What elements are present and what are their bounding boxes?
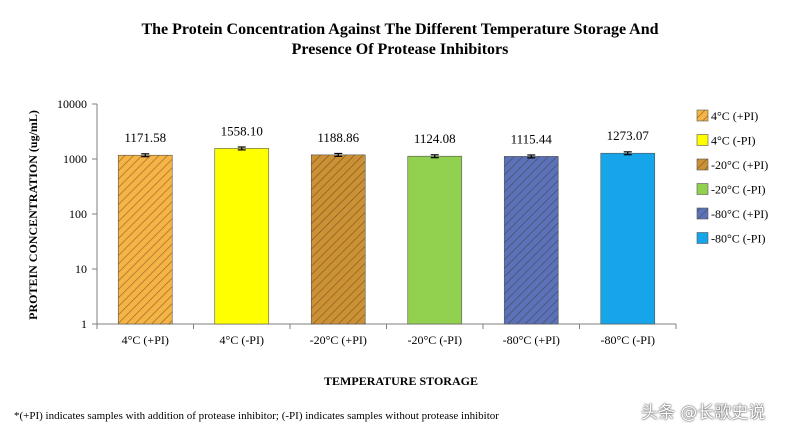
data-label: 1558.10 xyxy=(221,123,263,138)
legend-swatch xyxy=(696,134,709,146)
y-axis-label: PROTEIN CONCENTRATION (ug/mL) xyxy=(26,110,40,320)
legend-item: -80°C (-PI) xyxy=(696,232,765,246)
legend-item: 4°C (+PI) xyxy=(696,109,758,123)
data-label: 1273.07 xyxy=(607,128,650,143)
legend: 4°C (+PI) 4°C (-PI) -20°C (+PI) -20°C (-PI)… xyxy=(696,109,768,246)
error-bar xyxy=(237,146,246,151)
chart-title: The Protein Concentration Against The Di… xyxy=(0,20,800,60)
y-tick-label: 10000 xyxy=(57,97,87,111)
data-label: 1115.44 xyxy=(511,131,553,146)
error-bar xyxy=(623,151,632,156)
error-bar xyxy=(334,152,343,157)
legend-item: -20°C (+PI) xyxy=(696,158,768,172)
plot-area: 1 10 100 1000 10000 1171.58 4°C (+PI) 1558.10 4°… xyxy=(57,97,677,347)
bar xyxy=(503,156,559,325)
bar xyxy=(600,152,656,325)
legend-label: -80°C (-PI) xyxy=(711,232,765,246)
legend-label: -80°C (+PI) xyxy=(711,207,768,221)
legend-label: -20°C (-PI) xyxy=(711,183,765,197)
legend-swatch xyxy=(696,207,709,220)
legend-label: -20°C (+PI) xyxy=(711,158,768,172)
y-tick-label: 1 xyxy=(81,317,87,331)
chart-title-line-1: The Protein Concentration Against The Di… xyxy=(141,21,659,38)
x-axis-label: TEMPERATURE STORAGE xyxy=(324,374,478,388)
y-tick-label: 10 xyxy=(75,262,87,276)
data-label: 1124.08 xyxy=(414,131,456,146)
bar xyxy=(214,148,270,325)
error-bar xyxy=(430,154,439,159)
legend-swatch xyxy=(696,109,709,122)
x-tick-label: -80°C (+PI) xyxy=(503,333,560,347)
error-bar xyxy=(141,153,150,158)
chart-title-line-2: Presence Of Protease Inhibitors xyxy=(291,41,509,58)
legend-item: 4°C (-PI) xyxy=(696,134,755,148)
bar xyxy=(310,154,366,325)
legend-swatch xyxy=(696,232,709,244)
y-tick-label: 1000 xyxy=(63,152,87,166)
bar xyxy=(117,154,173,325)
error-bar xyxy=(527,154,536,159)
x-tick-label: -20°C (-PI) xyxy=(408,333,462,347)
watermark: 头条 @长歌史说 xyxy=(641,403,766,423)
footnote: *(+PI) indicates samples with addition o… xyxy=(14,410,499,422)
legend-item: -80°C (+PI) xyxy=(696,207,768,221)
x-tick-label: 4°C (-PI) xyxy=(220,333,264,347)
x-tick-label: -80°C (-PI) xyxy=(601,333,655,347)
x-tick-label: -20°C (+PI) xyxy=(310,333,367,347)
y-tick-label: 100 xyxy=(69,207,87,221)
legend-label: 4°C (-PI) xyxy=(711,134,755,148)
data-label: 1188.86 xyxy=(317,130,359,145)
legend-item: -20°C (-PI) xyxy=(696,183,765,197)
legend-swatch xyxy=(696,183,709,195)
x-tick-label: 4°C (+PI) xyxy=(122,333,169,347)
legend-label: 4°C (+PI) xyxy=(711,109,758,123)
legend-swatch xyxy=(696,158,709,171)
bar xyxy=(407,155,463,325)
data-label: 1171.58 xyxy=(124,130,166,145)
